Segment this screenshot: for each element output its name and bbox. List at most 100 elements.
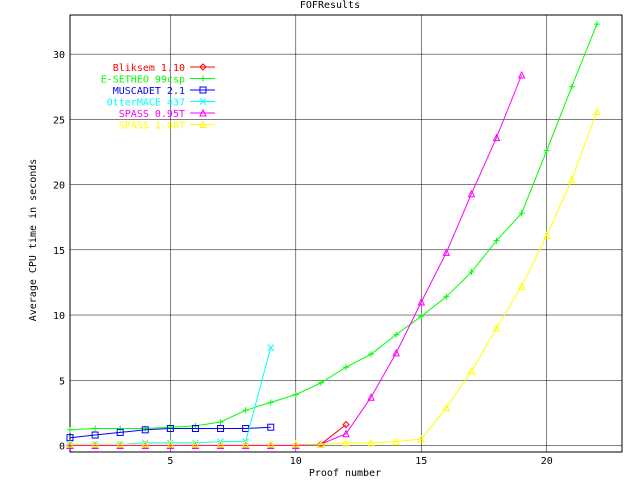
y-tick-label: 30: [53, 50, 65, 61]
data-point: [216, 441, 225, 449]
series-line: [70, 111, 598, 445]
data-point: [417, 297, 426, 306]
data-point: [568, 83, 575, 90]
data-point: [116, 440, 124, 448]
data-point: [166, 441, 175, 449]
data-point: [199, 63, 207, 71]
data-point: [443, 293, 450, 300]
data-point: [292, 441, 300, 449]
data-point: [518, 210, 525, 217]
y-tick-label: 20: [53, 181, 65, 192]
data-point: [593, 107, 601, 116]
data-point: [317, 379, 324, 386]
data-point: [191, 441, 200, 449]
legend-item: SPASS 0.95T: [119, 108, 215, 120]
y-tick-label: 5: [59, 376, 65, 387]
series-line: [69, 426, 271, 439]
y-tick-label: 25: [53, 115, 65, 126]
data-point: [492, 133, 501, 142]
series-5: [66, 107, 601, 448]
data-point: [266, 440, 275, 448]
legend-item: SPASS 1.00T: [119, 120, 215, 132]
legend-item: MUSCADET 2.1: [113, 86, 215, 97]
legend-label: SPASS 0.95T: [119, 109, 185, 120]
data-point: [199, 120, 207, 128]
x-tick-label: 5: [167, 456, 173, 467]
x-tick-label: 20: [541, 456, 553, 467]
data-point: [517, 70, 526, 79]
data-point: [266, 441, 275, 449]
series-1: [67, 21, 600, 433]
data-point: [367, 393, 375, 401]
series-line: [70, 74, 523, 446]
data-point: [217, 425, 225, 433]
data-point: [493, 237, 500, 244]
data-point: [216, 440, 225, 448]
data-point: [116, 428, 124, 436]
series-line: [69, 23, 598, 431]
data-point: [200, 75, 206, 82]
legend-label: MUSCADET 2.1: [113, 86, 185, 97]
data-point: [342, 420, 350, 429]
axis-ticks: 5 10 15 20 0 5 10 15 20 25 30: [53, 50, 553, 467]
y-tick-label: 10: [53, 311, 65, 322]
data-point: [468, 268, 475, 275]
data-point: [342, 429, 350, 438]
data-point: [568, 175, 576, 183]
legend-item: Bliksem 1.10: [113, 63, 215, 74]
data-point: [393, 331, 400, 338]
data-point: [517, 282, 526, 290]
legend-item: OtterMACE 437: [107, 98, 215, 109]
data-point: [442, 248, 451, 256]
data-point: [166, 440, 175, 448]
data-point: [117, 425, 124, 432]
data-point: [166, 425, 174, 433]
legend-label: OtterMACE 437: [107, 98, 185, 109]
data-point: [92, 425, 99, 432]
data-point: [191, 425, 199, 433]
series-4: [66, 70, 526, 449]
data-point: [199, 98, 207, 105]
x-axis-label: Proof number: [309, 468, 381, 479]
data-point: [91, 440, 99, 448]
data-point: [292, 440, 300, 448]
data-point: [242, 407, 249, 414]
y-tick-label: 15: [53, 246, 65, 257]
legend-item: E-SETHEO 99csp: [101, 75, 215, 86]
data-point: [66, 440, 74, 448]
data-point: [91, 441, 99, 449]
data-point: [367, 438, 375, 447]
data-point: [292, 391, 299, 398]
data-point: [418, 313, 425, 320]
data-point: [241, 440, 250, 448]
data-point: [267, 399, 274, 406]
series-2: [66, 423, 275, 442]
data-point: [66, 441, 74, 449]
data-point: [267, 344, 275, 351]
legend-label: Bliksem 1.10: [113, 63, 185, 74]
data-point: [241, 441, 250, 449]
data-point: [217, 418, 224, 425]
data-point: [542, 231, 551, 239]
chart-title: FOFResults: [300, 0, 360, 11]
legend-label: E-SETHEO 99csp: [101, 75, 185, 86]
data-point: [442, 403, 451, 412]
data-point: [267, 423, 275, 431]
x-tick-label: 10: [290, 456, 302, 467]
data-point: [342, 438, 350, 447]
data-point: [141, 441, 150, 449]
data-point: [368, 351, 375, 358]
y-tick-label: 0: [59, 441, 65, 452]
data-point: [492, 323, 501, 332]
y-axis-label: Average CPU time in seconds: [28, 159, 39, 322]
data-point: [467, 189, 476, 198]
data-point: [199, 86, 207, 94]
data-point: [543, 147, 550, 154]
data-point: [141, 440, 150, 448]
data-point: [116, 441, 124, 449]
data-point: [91, 431, 99, 439]
data-point: [141, 426, 149, 434]
